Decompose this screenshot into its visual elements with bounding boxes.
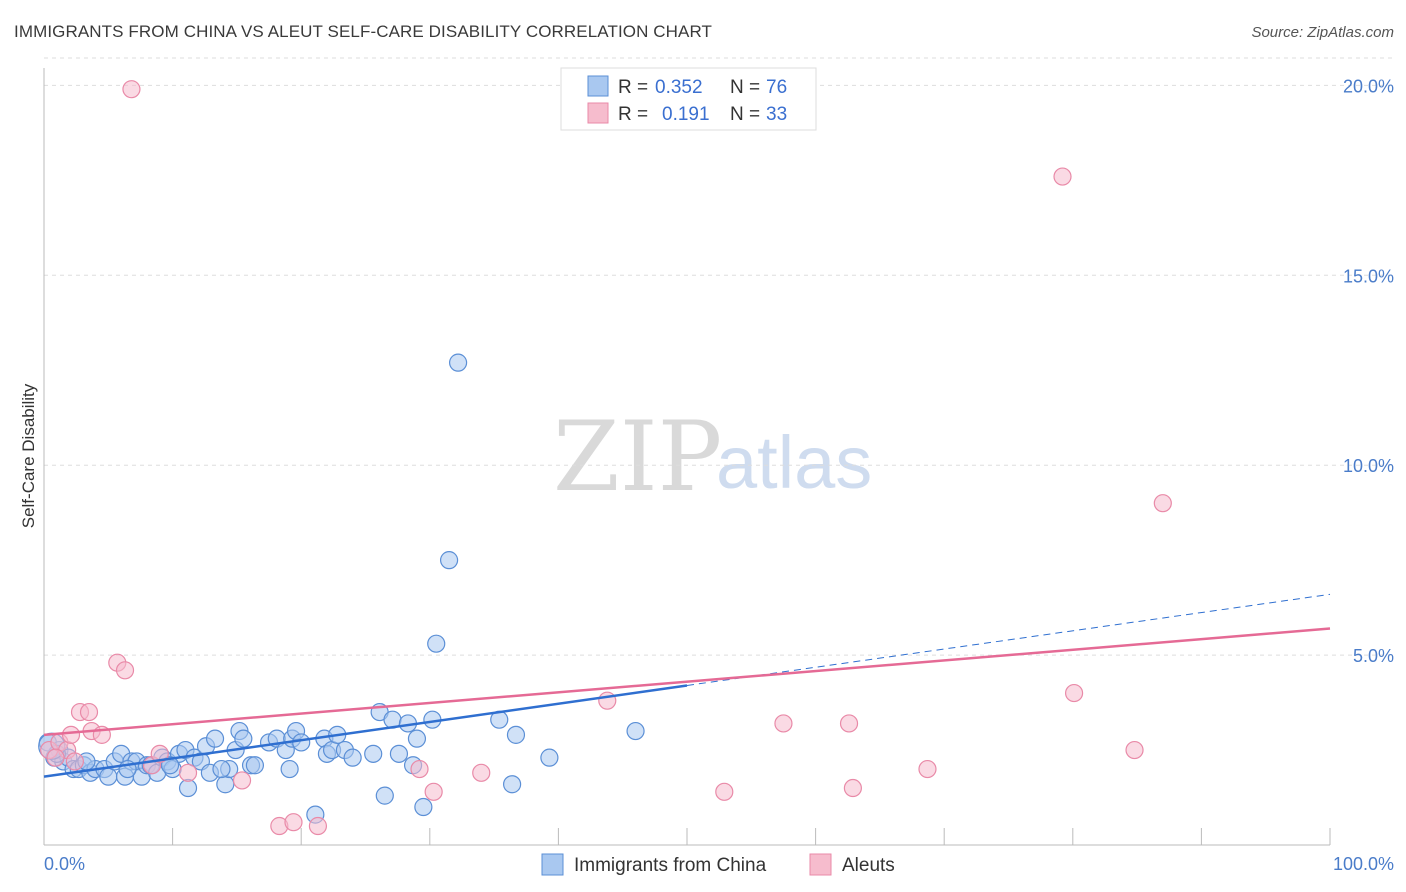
- aleut-point: [774, 714, 793, 733]
- aleut-point: [46, 748, 65, 767]
- aleut-point: [308, 816, 328, 836]
- china-point: [439, 551, 459, 570]
- aleut-point: [115, 661, 135, 680]
- legend-r-value-china: 0.352: [655, 77, 703, 98]
- aleut-point: [843, 778, 862, 798]
- china-point: [343, 748, 362, 767]
- aleut-point: [839, 714, 859, 733]
- china-point: [375, 786, 394, 805]
- china-point: [448, 353, 468, 372]
- aleut-point: [284, 813, 303, 832]
- china-point: [407, 729, 427, 748]
- top-legend: R = 0.352 N = 76 R = 0.191 N = 33: [560, 67, 817, 131]
- legend-r-label-aleut: R =: [618, 104, 648, 125]
- bottom-legend-swatch-china: [541, 853, 564, 876]
- series-aleut-points: [40, 80, 1172, 836]
- x-axis-ticks: [43, 828, 1331, 845]
- x-tick-label-max: 100.0%: [1333, 854, 1394, 874]
- aleut-point: [410, 759, 429, 779]
- china-point: [292, 733, 311, 752]
- source-credit: Source: ZipAtlas.com: [1251, 24, 1394, 41]
- trend-line-china: [43, 684, 688, 778]
- china-point: [245, 756, 265, 775]
- aleut-point: [1053, 167, 1072, 186]
- y-tick-label: 5.0%: [1353, 646, 1394, 666]
- legend-swatch-china: [587, 75, 609, 97]
- bottom-legend-label-china: Immigrants from China: [574, 855, 767, 876]
- china-point: [626, 721, 645, 741]
- chart-title: IMMIGRANTS FROM CHINA VS ALEUT SELF-CARE…: [14, 22, 713, 41]
- china-point: [212, 759, 231, 779]
- aleut-point: [178, 763, 198, 782]
- legend-r-label-china: R =: [618, 77, 648, 98]
- aleut-point: [122, 80, 141, 99]
- aleut-point: [1064, 683, 1084, 703]
- china-point: [540, 748, 559, 767]
- grid-lines: [44, 57, 1394, 656]
- legend-swatch-aleut: [587, 102, 609, 124]
- aleut-point: [79, 702, 99, 722]
- aleut-point: [918, 759, 937, 779]
- legend-r-value-aleut: 0.191: [662, 104, 710, 125]
- china-point: [503, 775, 522, 794]
- china-point: [216, 775, 235, 794]
- trend-line-aleut: [43, 627, 1331, 737]
- legend-n-label-china: N =: [730, 77, 760, 98]
- aleut-point: [232, 771, 252, 790]
- china-point: [160, 756, 180, 775]
- aleut-point: [150, 744, 169, 763]
- trend-lines: [43, 593, 1331, 778]
- watermark-atlas: atlas: [716, 421, 872, 504]
- aleut-point: [65, 752, 84, 771]
- legend-n-label-aleut: N =: [730, 104, 760, 125]
- aleut-point: [61, 725, 81, 744]
- bottom-legend-swatch-aleut: [809, 853, 832, 876]
- china-point: [364, 744, 383, 763]
- china-point: [205, 729, 225, 748]
- aleut-point: [472, 763, 491, 782]
- china-point: [234, 729, 253, 748]
- y-axis-tick-labels: 5.0% 10.0% 15.0% 20.0%: [1343, 76, 1394, 666]
- china-point: [178, 778, 198, 798]
- china-point: [414, 797, 433, 817]
- china-point: [99, 767, 118, 786]
- watermark-zip: ZIP: [553, 401, 722, 513]
- aleut-point: [1125, 740, 1144, 760]
- y-tick-label: 15.0%: [1343, 266, 1394, 286]
- bottom-legend: Immigrants from China Aleuts: [541, 853, 895, 876]
- bottom-legend-label-aleut: Aleuts: [842, 855, 895, 876]
- trend-line-china-dashed: [686, 593, 1331, 686]
- china-point: [389, 744, 409, 763]
- china-point: [427, 634, 446, 653]
- y-tick-label: 10.0%: [1343, 456, 1394, 476]
- y-tick-label: 20.0%: [1343, 76, 1394, 96]
- china-point: [280, 759, 299, 779]
- china-point: [506, 725, 526, 744]
- legend-n-value-china: 76: [766, 77, 787, 98]
- legend-n-value-aleut: 33: [766, 104, 787, 125]
- aleut-point: [715, 782, 734, 801]
- y-axis-label: Self-Care Disability: [19, 383, 38, 528]
- aleut-point: [1153, 494, 1172, 513]
- x-tick-label-min: 0.0%: [44, 854, 85, 874]
- aleut-point: [424, 782, 443, 801]
